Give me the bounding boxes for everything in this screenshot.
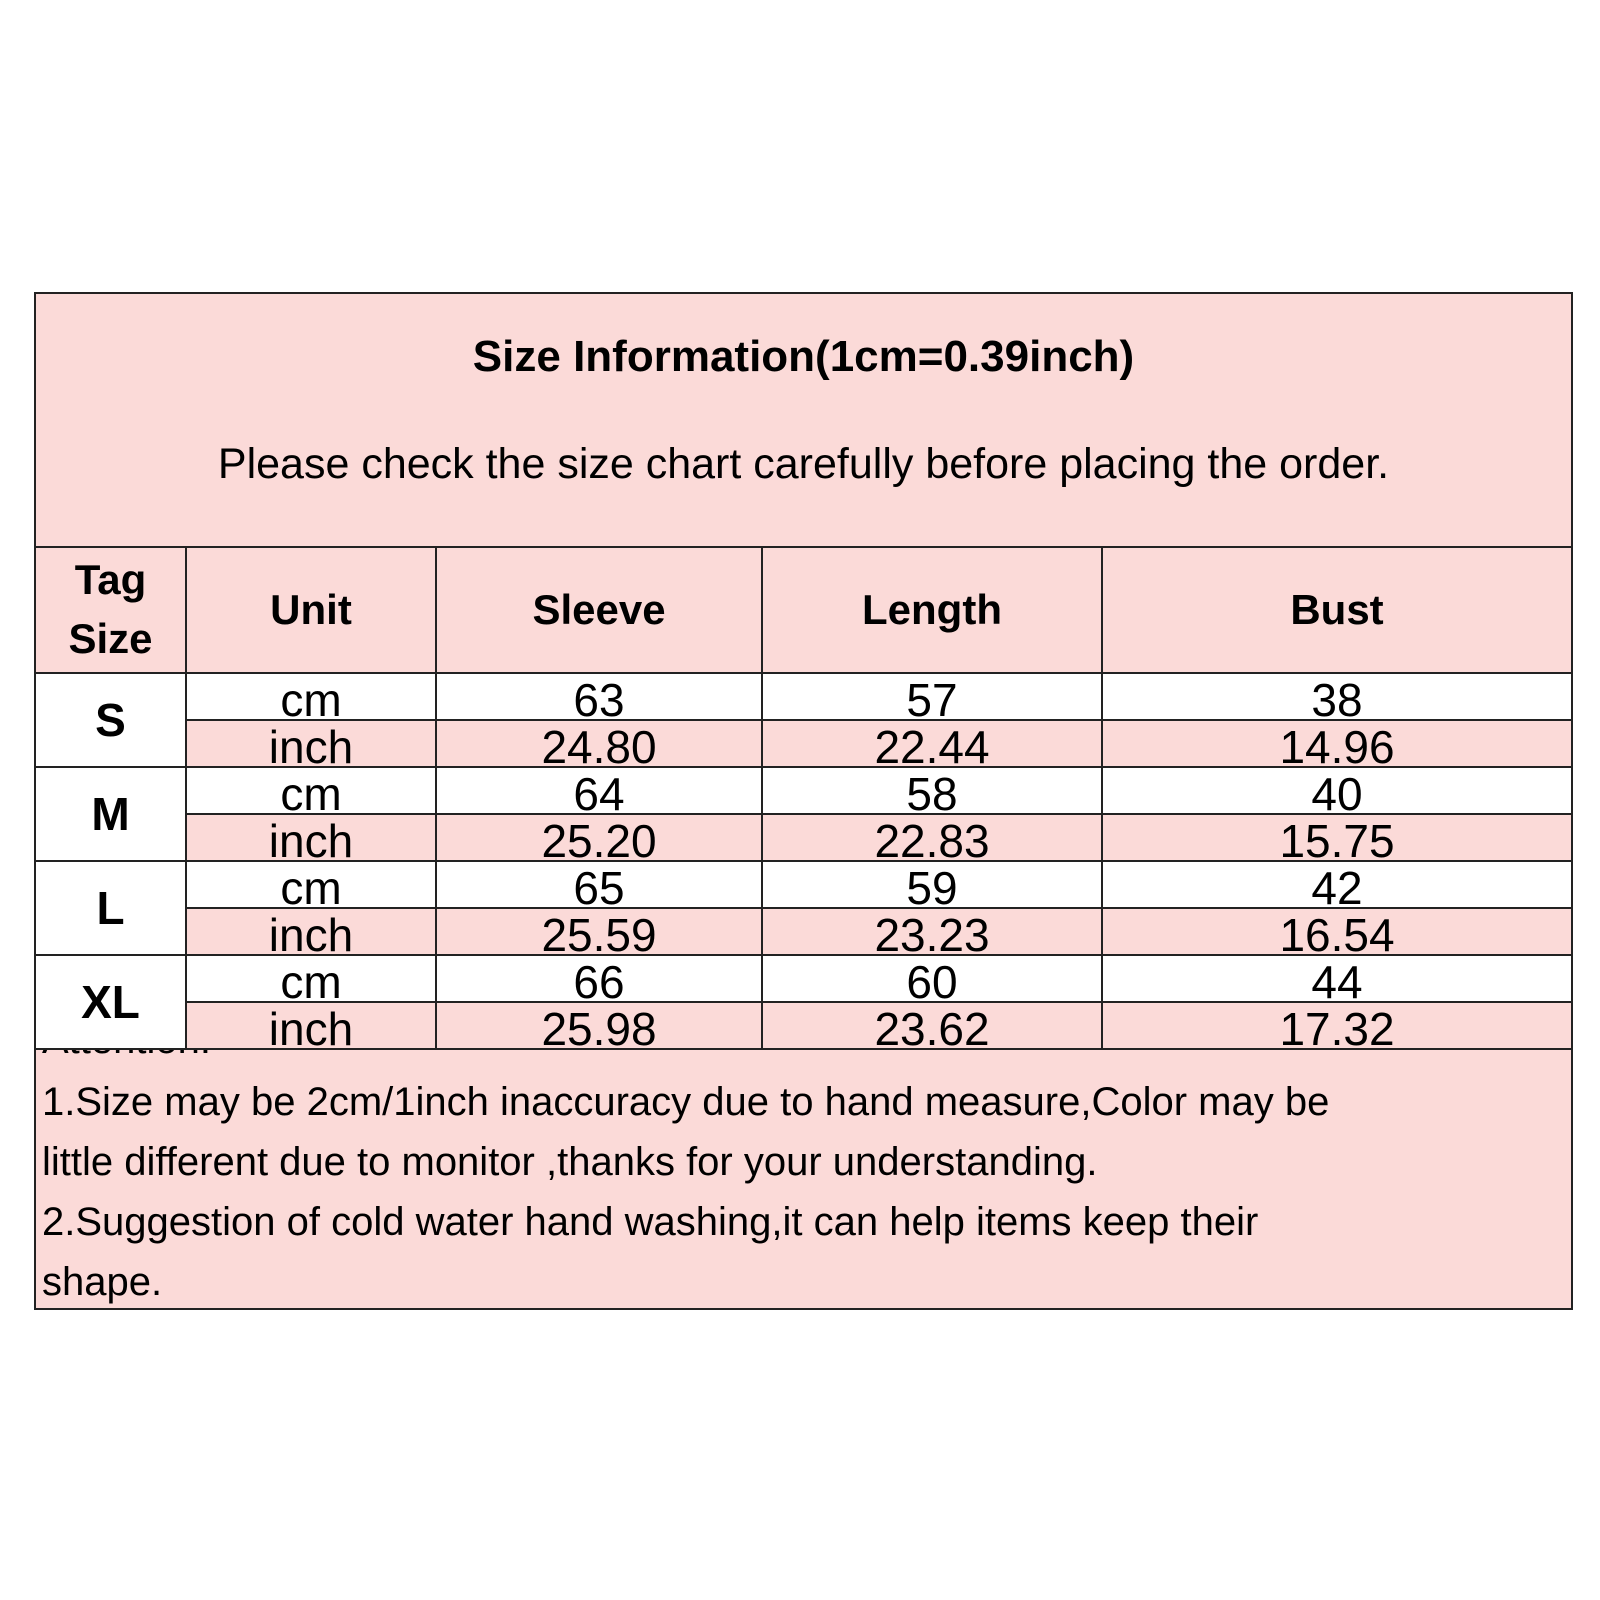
bust-value: 14.96 <box>1279 721 1395 767</box>
unit-cell: inch <box>186 907 437 956</box>
column-header-sleeve: Sleeve <box>435 548 763 674</box>
length-value: 57 <box>906 674 958 720</box>
length-value: 59 <box>906 862 958 908</box>
size-row-inch: inch 24.80 22.44 14.96 <box>36 719 1571 768</box>
length-cell: 22.83 <box>761 813 1103 862</box>
bust-value: 44 <box>1311 956 1363 1002</box>
sleeve-cell: 25.59 <box>435 907 763 956</box>
bust-cell: 16.54 <box>1101 907 1571 956</box>
length-value: 23.62 <box>874 1003 990 1049</box>
bust-value: 40 <box>1311 768 1363 814</box>
bust-cell: 38 <box>1101 672 1571 721</box>
sleeve-cell: 66 <box>435 954 763 1003</box>
unit-cell: cm <box>185 672 437 721</box>
attention-label: Attention: <box>42 1050 211 1070</box>
unit-cell: inch <box>186 813 437 862</box>
bust-cell: 15.75 <box>1101 813 1571 862</box>
length-cell: 23.23 <box>761 907 1103 956</box>
length-value: 58 <box>906 768 958 814</box>
tag-size-cell: S <box>36 672 187 768</box>
sleeve-value: 25.20 <box>541 815 657 861</box>
length-value: 22.44 <box>874 721 990 767</box>
unit-value: inch <box>268 909 354 955</box>
unit-value: inch <box>268 721 354 767</box>
length-value: 60 <box>906 956 958 1002</box>
length-cell: 59 <box>761 860 1103 909</box>
sleeve-cell: 64 <box>435 766 763 815</box>
column-header-tag-size: Tag Size <box>36 548 187 674</box>
tag-label: Tag <box>74 556 147 604</box>
bust-value: 38 <box>1311 674 1363 720</box>
sleeve-cell: 63 <box>435 672 763 721</box>
bust-cell: 14.96 <box>1101 719 1571 768</box>
size-row-cm: XL cm 66 60 44 <box>36 954 1571 1050</box>
length-value: 23.23 <box>874 909 990 955</box>
unit-cell: cm <box>185 766 437 815</box>
chart-title: Size Information(1cm=0.39inch) <box>472 332 1135 381</box>
sleeve-value: 65 <box>573 862 625 908</box>
size-label: Size <box>68 615 153 662</box>
sleeve-value: 63 <box>573 674 625 720</box>
length-cell: 58 <box>761 766 1103 815</box>
bust-cell: 42 <box>1101 860 1571 909</box>
note-line: little different due to monitor ,thanks … <box>42 1140 1098 1184</box>
note-line: 2.Suggestion of cold water hand washing,… <box>42 1200 1259 1244</box>
unit-cell: cm <box>185 860 437 909</box>
bust-value: 15.75 <box>1279 815 1395 861</box>
notes-section: Attention: 1.Size may be 2cm/1inch inacc… <box>36 1050 1571 1308</box>
column-header-length: Length <box>761 548 1103 674</box>
chart-subtitle: Please check the size chart carefully be… <box>217 440 1390 488</box>
bust-value: 42 <box>1311 862 1363 908</box>
sleeve-cell: 25.98 <box>435 1001 763 1050</box>
size-chart: Size Information(1cm=0.39inch) Please ch… <box>34 292 1573 1310</box>
size-row-inch: inch 25.59 23.23 16.54 <box>36 907 1571 956</box>
length-cell: 22.44 <box>761 719 1103 768</box>
note-line: shape. <box>42 1260 163 1304</box>
sleeve-value: 25.59 <box>541 909 657 955</box>
column-header-bust: Bust <box>1101 548 1571 674</box>
column-header-row: Tag Size Unit Sleeve Length Bust <box>36 548 1571 674</box>
sleeve-cell: 25.20 <box>435 813 763 862</box>
sleeve-value: 66 <box>573 956 625 1002</box>
size-row-inch: inch 25.20 22.83 15.75 <box>36 813 1571 862</box>
bust-cell: 40 <box>1101 766 1571 815</box>
length-cell: 60 <box>761 954 1103 1003</box>
size-row-inch: inch 25.98 23.62 17.32 <box>36 1001 1571 1050</box>
sleeve-value: 25.98 <box>541 1003 657 1049</box>
length-value: 22.83 <box>874 815 990 861</box>
bust-cell: 44 <box>1101 954 1571 1003</box>
bust-cell: 17.32 <box>1101 1001 1571 1050</box>
chart-header: Size Information(1cm=0.39inch) Please ch… <box>36 294 1571 548</box>
bust-value: 16.54 <box>1279 909 1395 955</box>
unit-value: inch <box>268 815 354 861</box>
tag-size-cell: M <box>36 766 187 862</box>
tag-size-cell: XL <box>36 954 187 1050</box>
sleeve-value: 24.80 <box>541 721 657 767</box>
unit-value: cm <box>280 956 342 1002</box>
sleeve-cell: 65 <box>435 860 763 909</box>
unit-cell: inch <box>186 719 437 768</box>
tag-size-cell: L <box>36 860 187 956</box>
sleeve-value: 64 <box>573 768 625 814</box>
unit-value: cm <box>280 768 342 814</box>
unit-value: inch <box>268 1003 354 1049</box>
bust-value: 17.32 <box>1279 1003 1395 1049</box>
unit-value: cm <box>280 862 342 908</box>
unit-cell: inch <box>186 1001 437 1050</box>
length-cell: 23.62 <box>761 1001 1103 1050</box>
unit-value: cm <box>280 674 342 720</box>
note-line: 1.Size may be 2cm/1inch inaccuracy due t… <box>42 1080 1330 1124</box>
sleeve-cell: 24.80 <box>435 719 763 768</box>
unit-cell: cm <box>185 954 437 1003</box>
column-header-unit: Unit <box>185 548 437 674</box>
length-cell: 57 <box>761 672 1103 721</box>
